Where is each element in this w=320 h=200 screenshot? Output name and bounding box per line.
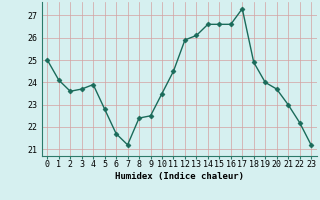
X-axis label: Humidex (Indice chaleur): Humidex (Indice chaleur) <box>115 172 244 181</box>
